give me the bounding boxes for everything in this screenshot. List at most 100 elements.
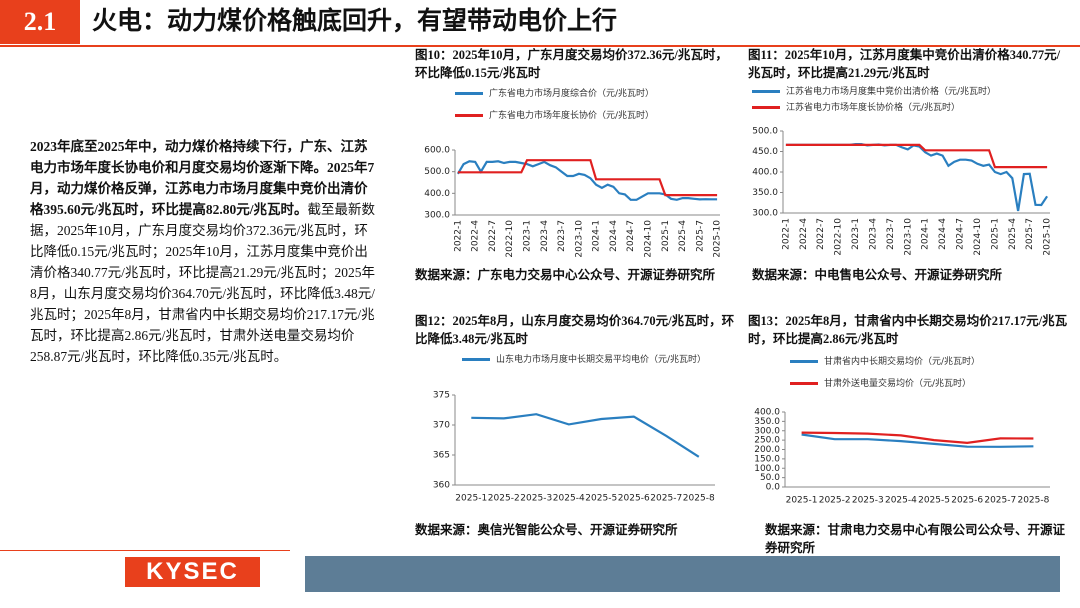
- x-tick-label: 2023-4: [540, 220, 550, 252]
- legend-label: 广东省电力市场月度综合价（元/兆瓦时）: [489, 89, 655, 99]
- y-tick-label: 400.0: [424, 189, 450, 199]
- y-tick-label: 0.0: [766, 483, 781, 493]
- x-tick-label: 2025-10: [713, 220, 723, 258]
- y-tick-label: 400.0: [752, 168, 778, 178]
- x-tick-label: 2024-7: [956, 218, 966, 250]
- x-tick-label: 2025-10: [1043, 218, 1053, 256]
- x-tick-label: 2025-7: [984, 496, 1016, 506]
- series-line: [785, 143, 1048, 169]
- series-line: [457, 159, 718, 197]
- series-line: [471, 413, 700, 458]
- legend-swatch: [455, 114, 483, 117]
- y-tick-label: 500.0: [424, 167, 450, 177]
- series-line: [801, 431, 1034, 445]
- x-tick-label: 2025-7: [1025, 218, 1035, 250]
- x-tick-label: 2025-4: [1008, 218, 1018, 250]
- y-tick-label: 365: [433, 451, 450, 461]
- y-tick-label: 350.0: [754, 417, 780, 427]
- series-line: [456, 160, 718, 201]
- x-tick-label: 2025-8: [683, 494, 715, 504]
- x-tick-label: 2024-4: [938, 218, 948, 250]
- x-tick-label: 2025-3: [852, 496, 884, 506]
- x-tick-label: 2025-1: [661, 220, 671, 252]
- y-tick-label: 100.0: [754, 464, 780, 474]
- x-tick-label: 2023-10: [903, 218, 913, 256]
- legend-swatch: [752, 90, 780, 93]
- legend-label: 江苏省电力市场月度集中竞价出清价格（元/兆瓦时）: [786, 87, 997, 97]
- x-tick-label: 2025-6: [951, 496, 983, 506]
- y-tick-label: 300.0: [752, 209, 778, 219]
- x-tick-label: 2023-1: [851, 218, 861, 250]
- y-tick-label: 150.0: [754, 454, 780, 464]
- x-tick-label: 2025-1: [990, 218, 1000, 250]
- title-rule: [0, 45, 1080, 47]
- legend-label: 甘肃外送电量交易均价（元/兆瓦时）: [824, 379, 972, 389]
- footer-bar: [305, 556, 1060, 592]
- x-tick-label: 2022-7: [488, 220, 498, 252]
- x-tick-label: 2022-10: [834, 218, 844, 256]
- x-tick-label: 2024-10: [973, 218, 983, 256]
- y-tick-label: 200.0: [754, 445, 780, 455]
- y-tick-label: 360: [433, 481, 450, 491]
- legend-item: 山东电力市场月度中长期交易平均电价（元/兆瓦时）: [462, 353, 706, 367]
- x-tick-label: 2024-10: [643, 220, 653, 258]
- x-tick-label: 2025-8: [1017, 496, 1049, 506]
- x-tick-label: 2024-4: [609, 220, 619, 252]
- legend-label: 江苏省电力市场年度长协价格（元/兆瓦时）: [786, 103, 961, 113]
- legend-label: 广东省电力市场年度长协价（元/兆瓦时）: [489, 111, 655, 121]
- x-tick-label: 2024-1: [592, 220, 602, 252]
- legend-swatch: [462, 358, 490, 361]
- y-tick-label: 450.0: [752, 147, 778, 157]
- chart-title: 图10：2025年10月，广东月度交易均价372.36元/兆瓦时，环比降低0.1…: [415, 48, 728, 80]
- x-tick-label: 2025-6: [618, 494, 650, 504]
- chart-title: 图11：2025年10月，江苏月度集中竞价出清价格340.77元/兆瓦时，环比提…: [748, 48, 1061, 80]
- x-tick-label: 2023-1: [523, 220, 533, 252]
- x-tick-label: 2025-4: [553, 494, 585, 504]
- series-line: [785, 143, 1049, 212]
- logo: KYSEC: [125, 557, 260, 587]
- body-bold: 2023年底至2025年中，动力煤价格持续下行，广东、江苏电力市场年度长协电价和…: [30, 139, 375, 217]
- legend-swatch: [790, 382, 818, 385]
- x-tick-label: 2023-7: [557, 220, 567, 252]
- x-tick-label: 2022-1: [453, 220, 463, 252]
- chart-title: 图13：2025年8月，甘肃省内中长期交易均价217.17元/兆瓦时，环比提高2…: [748, 314, 1068, 346]
- chart-title: 图12：2025年8月，山东月度交易均价364.70元/兆瓦时，环比降低3.48…: [415, 314, 735, 346]
- x-tick-label: 2025-7: [695, 220, 705, 252]
- x-tick-label: 2022-7: [816, 218, 826, 250]
- legend-item: 广东省电力市场年度长协价（元/兆瓦时）: [455, 109, 654, 123]
- chart-source: 数据来源：奥信光智能公众号、开源证券研究所: [415, 523, 678, 537]
- x-tick-label: 2022-10: [505, 220, 515, 258]
- legend-label: 甘肃省内中长期交易均价（元/兆瓦时）: [824, 357, 981, 367]
- y-tick-label: 375: [433, 391, 450, 401]
- y-tick-label: 350.0: [752, 188, 778, 198]
- x-tick-label: 2022-4: [471, 220, 481, 252]
- legend-item: 广东省电力市场月度综合价（元/兆瓦时）: [455, 87, 654, 101]
- y-tick-label: 250.0: [754, 436, 780, 446]
- x-tick-label: 2022-1: [781, 218, 791, 250]
- legend-item: 甘肃省内中长期交易均价（元/兆瓦时）: [790, 355, 980, 369]
- legend-swatch: [455, 92, 483, 95]
- slide-title: 火电：动力煤价格触底回升，有望带动电价上行: [92, 8, 618, 35]
- logo-box: KYSEC: [0, 550, 290, 593]
- x-tick-label: 2024-1: [921, 218, 931, 250]
- x-tick-label: 2025-4: [885, 496, 917, 506]
- x-tick-label: 2023-4: [868, 218, 878, 250]
- y-tick-label: 400.0: [754, 408, 780, 418]
- series-line: [801, 433, 1034, 448]
- x-tick-label: 2025-7: [650, 494, 682, 504]
- y-tick-label: 500.0: [752, 127, 778, 137]
- chart-source: 数据来源：广东电力交易中心公众号、开源证券研究所: [415, 268, 716, 282]
- y-tick-label: 370: [433, 421, 450, 431]
- chart-source: 数据来源：中电售电公众号、开源证券研究所: [752, 268, 1003, 282]
- y-tick-label: 300.0: [424, 211, 450, 221]
- x-tick-label: 2025-5: [918, 496, 950, 506]
- chart-source: 数据来源：甘肃电力交易中心有限公司公众号、开源证券研究所: [765, 523, 1066, 555]
- legend-swatch: [790, 360, 818, 363]
- legend-item: 江苏省电力市场年度长协价格（元/兆瓦时）: [752, 101, 960, 115]
- x-tick-label: 2025-1: [786, 496, 818, 506]
- x-tick-label: 2025-2: [819, 496, 851, 506]
- body-text: 2023年底至2025年中，动力煤价格持续下行，广东、江苏电力市场年度长协电价和…: [30, 136, 378, 367]
- body-normal: 截至最新数据，2025年10月，广东月度交易均价372.36元/兆瓦时，环比降低…: [30, 202, 376, 364]
- legend-item: 江苏省电力市场月度集中竞价出清价格（元/兆瓦时）: [752, 85, 996, 99]
